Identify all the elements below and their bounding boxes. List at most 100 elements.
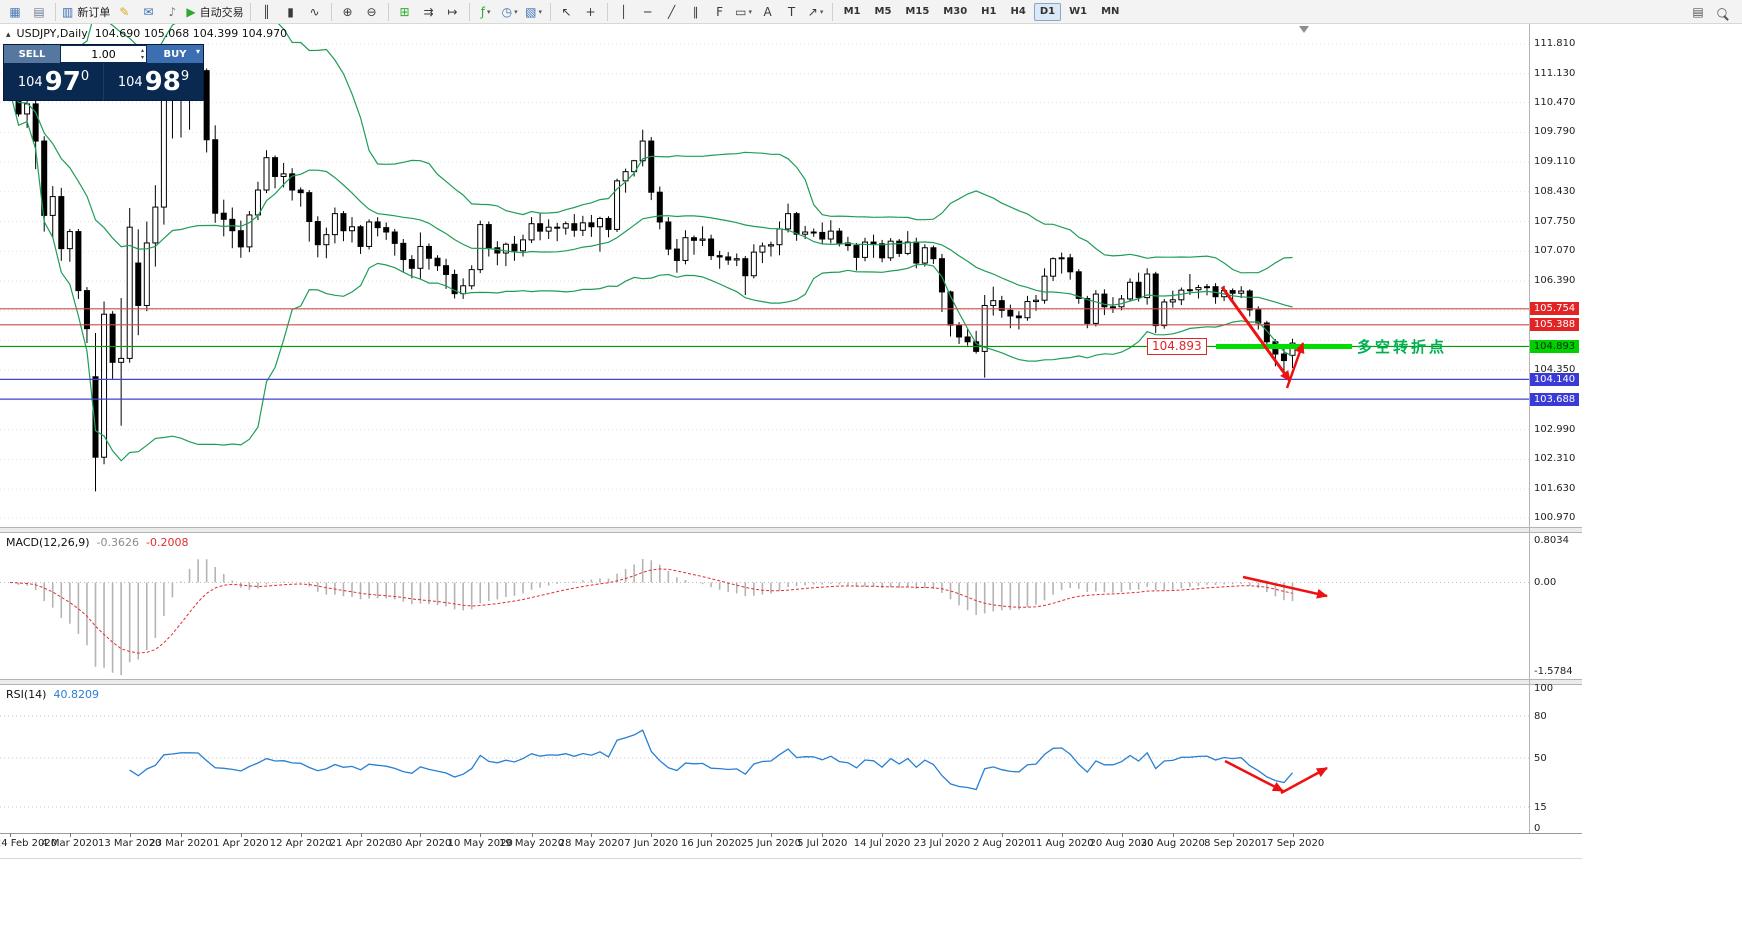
macd-main-value: -0.3626 xyxy=(96,536,140,549)
time-axis-label: 8 Sep 2020 xyxy=(1204,838,1262,849)
time-axis-label: 25 Jun 2020 xyxy=(740,838,802,849)
time-axis-label: 23 Jul 2020 xyxy=(913,838,971,849)
zoom-in-button[interactable]: ⊕ xyxy=(337,2,359,22)
search-button[interactable]: ○ xyxy=(1711,2,1733,22)
toolbar-separator xyxy=(468,2,470,21)
main-chart-plot[interactable] xyxy=(0,24,1529,527)
timeframe-h4-button[interactable]: H4 xyxy=(1010,6,1026,17)
new-order-button[interactable]: ▥ 新订单 xyxy=(61,2,111,22)
bollinger-bands xyxy=(9,24,1293,462)
profiles-button[interactable]: ▤ xyxy=(28,2,50,22)
indicator-axis-label: -1.5784 xyxy=(1534,666,1573,677)
time-axis-label: 30 Apr 2020 xyxy=(389,838,452,849)
equidistant-channel-button[interactable]: ∥ xyxy=(685,2,707,22)
rsi-plot[interactable] xyxy=(0,685,1529,833)
zoom-out-button[interactable]: ⊖ xyxy=(361,2,383,22)
candlestick-button[interactable]: ▮ xyxy=(280,2,302,22)
volume-down-icon[interactable]: ▾ xyxy=(140,54,144,61)
vertical-line-icon: │ xyxy=(619,4,628,19)
buy-price[interactable]: 104 98 9 xyxy=(104,63,203,101)
line-chart-button[interactable]: ∿ xyxy=(304,2,326,22)
buy-button[interactable]: BUY xyxy=(147,45,203,63)
text-button[interactable]: A xyxy=(757,2,779,22)
shapes-button[interactable]: ▭ ▾ xyxy=(733,2,755,22)
macd-name: MACD(12,26,9) xyxy=(6,536,90,549)
timeframe-mn-button[interactable]: MN xyxy=(1101,6,1120,17)
horizontal-level-lines[interactable] xyxy=(0,308,1529,400)
crosshair-button[interactable]: + xyxy=(580,2,602,22)
price-axis-label: 109.790 xyxy=(1534,126,1576,138)
metaeditor-button[interactable]: ✎ xyxy=(113,2,135,22)
time-axis-tick xyxy=(882,833,884,837)
new-chart-button[interactable]: ▦ xyxy=(4,2,26,22)
community-button[interactable]: ✉ xyxy=(137,2,159,22)
chart-shift-marker[interactable] xyxy=(1299,26,1309,33)
sell-button[interactable]: SELL xyxy=(4,45,60,63)
volume-input[interactable]: 1.00 ▴ ▾ xyxy=(61,46,146,62)
auto-scroll-button[interactable]: ⇉ xyxy=(418,2,440,22)
metaeditor-icon: ✎ xyxy=(119,4,130,19)
price-level-badge: 105.754 xyxy=(1530,302,1579,316)
bar-chart-button[interactable]: ║ xyxy=(256,2,278,22)
fibonacci-icon: F xyxy=(716,4,724,19)
indicators-button[interactable]: ƒ ▾ xyxy=(475,2,497,22)
indicator-axis-label: 100 xyxy=(1534,682,1554,694)
time-axis-tick xyxy=(300,833,302,837)
sound-button[interactable]: ♪ xyxy=(161,2,183,22)
price-grid xyxy=(0,43,1529,519)
price-divider xyxy=(103,63,104,101)
trendline-button[interactable]: ╱ xyxy=(661,2,683,22)
auto-scroll-icon: ⇉ xyxy=(423,4,434,19)
timeframe-m1-button[interactable]: M1 xyxy=(843,6,861,17)
price-level-badge: 105.388 xyxy=(1530,318,1579,332)
horizontal-line-button[interactable]: ─ xyxy=(637,2,659,22)
panel-separator[interactable] xyxy=(0,679,1582,685)
rsi-line xyxy=(129,729,1293,791)
timeframe-d1-button[interactable]: D1 xyxy=(1033,2,1062,21)
crosshair-icon: + xyxy=(585,4,596,19)
periods-button[interactable]: ◷ ▾ xyxy=(499,2,521,22)
timeframe-h1-button[interactable]: H1 xyxy=(981,6,997,17)
arrows-button[interactable]: ↗ ▾ xyxy=(805,2,827,22)
timeframe-w1-button[interactable]: W1 xyxy=(1069,6,1088,17)
vertical-line-button[interactable]: │ xyxy=(613,2,635,22)
time-axis-tick xyxy=(822,833,824,837)
timeframe-m15-button[interactable]: M15 xyxy=(905,6,930,17)
fibonacci-button[interactable]: F xyxy=(709,2,731,22)
print-button[interactable]: ▤ xyxy=(1687,2,1709,22)
tile-windows-button[interactable]: ⊞ xyxy=(394,2,416,22)
volume-up-icon[interactable]: ▴ xyxy=(140,47,144,54)
time-axis-label: 30 Aug 2020 xyxy=(1140,838,1205,849)
one-click-menu-icon[interactable]: ▾ xyxy=(195,47,200,56)
timeframe-m5-button[interactable]: M5 xyxy=(874,6,892,17)
cursor-button[interactable]: ↖ xyxy=(556,2,578,22)
text-label-button[interactable]: T xyxy=(781,2,803,22)
price-axis-label: 110.470 xyxy=(1534,96,1576,108)
one-click-collapse-icon[interactable]: ▴ xyxy=(6,30,11,40)
panel-separator[interactable] xyxy=(0,527,1582,533)
macd-plot[interactable] xyxy=(0,533,1529,679)
templates-button[interactable]: ▧ ▾ xyxy=(523,2,545,22)
autotrading-button[interactable]: ▶ 自动交易 xyxy=(185,2,244,22)
tile-windows-icon: ⊞ xyxy=(399,4,410,19)
indicator-axis-label: 80 xyxy=(1534,710,1547,722)
sell-price[interactable]: 104 97 0 xyxy=(4,63,103,101)
chart-shift-button[interactable]: ↦ xyxy=(442,2,464,22)
buy-price-frac: 98 xyxy=(144,67,181,97)
time-axis-tick xyxy=(1292,833,1294,837)
toolbar-separator xyxy=(249,2,251,21)
level-price-label[interactable]: 104.893 xyxy=(1147,338,1207,355)
price-axis-label: 108.430 xyxy=(1534,185,1576,197)
time-axis-label: 1 Apr 2020 xyxy=(213,838,269,849)
zoom-out-icon: ⊖ xyxy=(366,4,377,19)
price-axis-label: 111.810 xyxy=(1534,37,1576,49)
one-click-trading-panel: SELL 1.00 ▴ ▾ BUY 104 97 0 104 98 9 ▾ xyxy=(3,44,204,101)
time-axis-tick xyxy=(181,833,182,837)
timeframe-m30-button[interactable]: M30 xyxy=(943,6,968,17)
chart-ohlc-values: 104.690 105.068 104.399 104.970 xyxy=(94,27,288,40)
turning-point-label[interactable]: 多空转折点 xyxy=(1357,338,1448,356)
time-axis-label: 24 Feb 2020 xyxy=(0,838,58,849)
new-order-button-label: 新订单 xyxy=(77,5,111,19)
macd-signal-line xyxy=(9,568,1293,654)
rsi-value: 40.8209 xyxy=(53,688,99,701)
